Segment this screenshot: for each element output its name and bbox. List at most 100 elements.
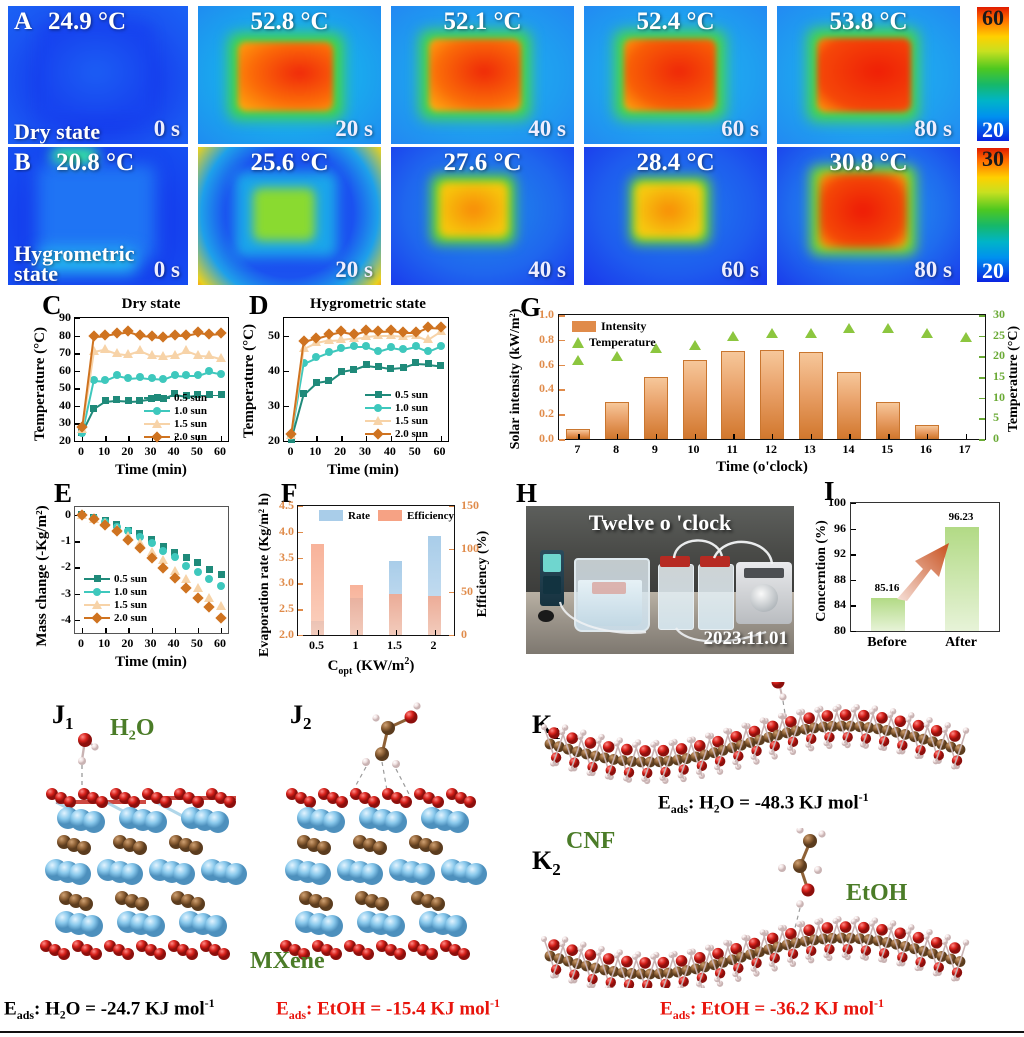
y-tick: [75, 441, 80, 443]
y-tick-label: 20: [59, 433, 71, 447]
y2-tick-label: 30: [993, 307, 1005, 321]
y-tick: [284, 405, 289, 408]
x-tick: [221, 436, 223, 441]
x-tick: [926, 434, 929, 439]
thermal-state-label: Hygrometric state: [14, 241, 135, 285]
x-tick-label: 1.5: [387, 638, 402, 652]
y2-axis-label-f: Efficiency (%): [475, 530, 490, 618]
series-line: [209, 394, 222, 397]
legend-swatch: [365, 403, 391, 412]
legend-item: 0.5 sun: [84, 572, 147, 585]
data-point: [300, 390, 308, 398]
data-point: [180, 581, 192, 594]
y2-tick-label: 100: [461, 541, 479, 555]
data-point: [424, 347, 433, 356]
photo-tubing: [558, 539, 774, 643]
legend-label: 2.0 sun: [174, 430, 208, 443]
data-point: [101, 397, 109, 405]
y-tick: [298, 557, 303, 559]
data-point: [194, 559, 202, 567]
photo-meter-keypad: [543, 576, 561, 594]
bottom-divider: [0, 1031, 1024, 1033]
y2-tick-label: 0: [993, 431, 999, 445]
data-point-temperature: [882, 323, 895, 334]
data-point-temperature: [572, 355, 585, 366]
y-tick-label: 92: [834, 546, 846, 561]
chart-title-d: Hygrometric state: [310, 296, 426, 312]
data-point: [134, 345, 145, 355]
photo-pump-display: [744, 568, 784, 578]
thermal-state-label: Dry state: [14, 119, 101, 144]
data-point: [146, 350, 157, 360]
y-tick-label: 90: [59, 310, 71, 324]
bar: [605, 401, 630, 439]
y-tick: [284, 335, 289, 337]
legend-swatch: [144, 430, 170, 443]
data-point: [171, 390, 179, 398]
data-point: [169, 565, 180, 575]
data-point: [88, 346, 99, 356]
x-axis-label-e: Time (min): [115, 654, 187, 670]
chart-panel-e: E Mass change (-Kg/m²) Time (min) 0.5 su…: [34, 478, 236, 674]
y-tick-label: 88: [834, 571, 846, 586]
y-tick-label: -3: [61, 585, 71, 600]
y-tick-label: 50: [268, 327, 280, 342]
y-tick: [559, 414, 565, 416]
data-point: [436, 341, 445, 350]
y2-tick: [979, 439, 985, 441]
y-tick-label: 3.5: [279, 549, 294, 564]
data-point: [324, 348, 333, 357]
y-tick: [284, 370, 289, 373]
series-line: [186, 375, 198, 377]
x-tick-label: 16: [919, 442, 932, 456]
x-tick-label: 60: [433, 444, 446, 458]
thermal-time: 0 s: [153, 116, 180, 141]
x-tick: [888, 434, 890, 439]
data-point: [205, 575, 214, 584]
data-point: [158, 350, 169, 360]
data-point: [181, 574, 192, 584]
y2-tick-label: 15: [993, 369, 1005, 383]
legend-swatch: [572, 336, 584, 348]
legend-label: 2.0 sun: [114, 611, 148, 624]
data-point: [386, 342, 395, 351]
legend-swatch: [144, 406, 170, 415]
y-tick: [75, 388, 80, 390]
data-point: [349, 342, 358, 351]
y-tick: [75, 619, 80, 622]
y2-tick-label: 150: [461, 498, 479, 512]
y2-tick: [979, 335, 985, 338]
data-point: [101, 376, 110, 385]
molecule-name-etoh: EtOH: [846, 880, 908, 906]
eads-caption-k2: Eads: EtOH = -36.2 KJ mol-1: [660, 996, 884, 1023]
legend-item: 1.5 sun: [365, 414, 428, 427]
x-tick-label: 17: [958, 442, 971, 456]
data-point: [437, 361, 445, 369]
data-point: [387, 364, 395, 372]
plot-area-f: [297, 505, 455, 637]
legend-item: 2.0 sun: [144, 430, 207, 443]
x-tick-label: 10: [309, 444, 322, 458]
x-tick: [128, 436, 130, 441]
data-point-temperature: [843, 323, 856, 334]
x-tick: [174, 436, 177, 441]
data-point: [362, 361, 370, 369]
data-point: [134, 329, 146, 341]
chart-panel-f: F Evaporation rate (Kg/m² h) Efficiency …: [253, 478, 490, 679]
y-tick: [851, 631, 856, 633]
data-point: [159, 375, 168, 384]
y2-tick: [449, 635, 454, 637]
x-tick-label: 30: [359, 444, 371, 458]
data-point: [299, 358, 308, 367]
bar-efficiency: [427, 596, 442, 635]
bar: [682, 359, 707, 439]
x-tick: [197, 436, 200, 441]
x-tick: [366, 436, 368, 441]
data-point: [312, 378, 320, 386]
data-point: [336, 334, 347, 344]
bar: [759, 349, 784, 439]
x-tick: [128, 628, 130, 633]
molecule-panel-k2: K2 CNF EtOH: [520, 828, 1020, 988]
data-point: [153, 394, 161, 401]
y-tick-label: 84: [834, 597, 846, 612]
